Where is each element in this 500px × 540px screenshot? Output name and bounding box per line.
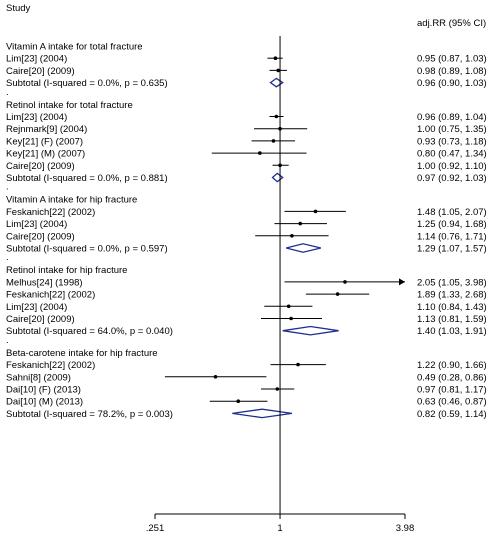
point-estimate [289, 316, 293, 321]
study-effect: 1.00 (0.92, 1.10) [417, 161, 487, 172]
point-estimate [290, 234, 294, 238]
study-label: Melhus[24] (1998) [6, 277, 83, 288]
x-tick-label: 1 [277, 523, 282, 534]
study-effect: 1.10 (0.84, 1.43) [417, 302, 487, 313]
point-estimate [275, 387, 280, 391]
subtotal-effect: 0.82 (0.59, 1.14) [417, 409, 487, 420]
subtotal-label: Subtotal (I-squared = 0.0%, p = 0.881) [6, 173, 168, 184]
subtotal-effect: 0.97 (0.92, 1.03) [417, 173, 487, 184]
study-effect: 1.48 (1.05, 2.07) [417, 207, 487, 218]
study-label: Key[21] (F) (2007) [6, 136, 83, 147]
group-title: Retinol intake for hip fracture [6, 265, 127, 276]
study-effect: 0.97 (0.81, 1.17) [417, 385, 487, 396]
study-effect: 0.96 (0.89, 1.04) [417, 112, 487, 123]
study-effect: 0.93 (0.73, 1.18) [417, 136, 487, 147]
study-effect: 0.49 (0.28, 0.86) [417, 372, 487, 383]
point-estimate [335, 292, 340, 296]
study-effect: 1.22 (0.90, 1.66) [417, 360, 487, 371]
study-effect: 0.80 (0.47, 1.34) [417, 149, 487, 160]
group-title: Retinol intake for total fracture [6, 100, 133, 111]
study-label: Dai[10] (F) (2013) [6, 385, 81, 396]
study-label: Key[21] (M) (2007) [6, 149, 85, 160]
subtotal-diamond [282, 325, 339, 336]
subtotal-label: Subtotal (I-squared = 0.0%, p = 0.597) [6, 244, 168, 255]
group-separator: . [6, 87, 9, 98]
point-estimate [343, 280, 347, 284]
group-separator: . [6, 335, 9, 346]
study-effect: 2.05 (1.05, 3.98) [417, 277, 487, 288]
study-label: Caire[20] (2009) [6, 314, 75, 325]
group-title: Beta-carotene intake for hip fracture [6, 348, 158, 359]
subtotal-label: Subtotal (I-squared = 0.0%, p = 0.635) [6, 78, 168, 89]
x-axis: .251 1 3.98 [146, 36, 415, 534]
study-label: Lim[23] (2004) [6, 54, 67, 65]
study-label: Lim[23] (2004) [6, 302, 67, 313]
point-estimate [286, 304, 291, 309]
group-title: Vitamin A intake for hip fracture [6, 195, 137, 206]
study-effect: 1.14 (0.76, 1.71) [417, 231, 487, 242]
point-estimate [236, 399, 241, 404]
group-title: Vitamin A intake for total fracture [6, 42, 143, 53]
study-effect: 1.89 (1.33, 2.68) [417, 290, 487, 301]
x-tick-label: .251 [146, 523, 165, 534]
ci-arrow [399, 278, 405, 286]
subtotal-diamond [232, 408, 292, 419]
study-label: Feskanich[22] (2002) [6, 290, 95, 301]
study-label: Sahni[8] (2009) [6, 372, 71, 383]
subtotal-effect: 1.40 (1.03, 1.91) [417, 326, 487, 337]
subtotal-diamond [271, 172, 284, 183]
subtotal-diamond [269, 77, 284, 88]
point-estimate [258, 151, 262, 155]
point-estimate [276, 68, 281, 73]
point-estimate [271, 139, 276, 143]
study-label: Lim[23] (2004) [6, 219, 67, 230]
study-effect: 0.95 (0.87, 1.03) [417, 54, 487, 65]
study-label: Caire[20] (2009) [6, 66, 75, 77]
study-effect: 1.25 (0.94, 1.68) [417, 219, 487, 230]
subtotal-label: Subtotal (I-squared = 64.0%, p = 0.040) [6, 326, 173, 337]
study-label: Dai[10] (M) (2013) [6, 397, 83, 408]
subtotal-effect: 1.29 (1.07, 1.57) [417, 244, 487, 255]
point-estimate [313, 209, 318, 214]
header-effect: adj.RR (95% CI) [417, 18, 486, 29]
point-estimate [213, 375, 218, 379]
study-effect: 1.00 (0.75, 1.35) [417, 124, 487, 135]
forest-rows: Vitamin A intake for total fractureLim[2… [6, 42, 487, 420]
header-study: Study [6, 3, 31, 14]
point-estimate [296, 362, 300, 367]
point-estimate [298, 221, 303, 226]
subtotal-label: Subtotal (I-squared = 78.2%, p = 0.003) [6, 409, 173, 420]
study-label: Feskanich[22] (2002) [6, 360, 95, 371]
group-separator: . [6, 182, 9, 193]
study-effect: 0.98 (0.89, 1.08) [417, 66, 487, 77]
study-label: Rejnmark[9] (2004) [6, 124, 87, 135]
x-tick-label: 3.98 [396, 523, 415, 534]
study-label: Lim[23] (2004) [6, 112, 67, 123]
group-separator: . [6, 252, 9, 263]
study-effect: 0.63 (0.46, 0.87) [417, 397, 487, 408]
point-estimate [274, 114, 279, 119]
subtotal-diamond [286, 243, 322, 253]
subtotal-effect: 0.96 (0.90, 1.03) [417, 78, 487, 89]
study-effect: 1.13 (0.81, 1.59) [417, 314, 487, 325]
point-estimate [273, 56, 278, 60]
study-label: Feskanich[22] (2002) [6, 207, 95, 218]
study-label: Caire[20] (2009) [6, 161, 75, 172]
study-label: Caire[20] (2009) [6, 231, 75, 242]
